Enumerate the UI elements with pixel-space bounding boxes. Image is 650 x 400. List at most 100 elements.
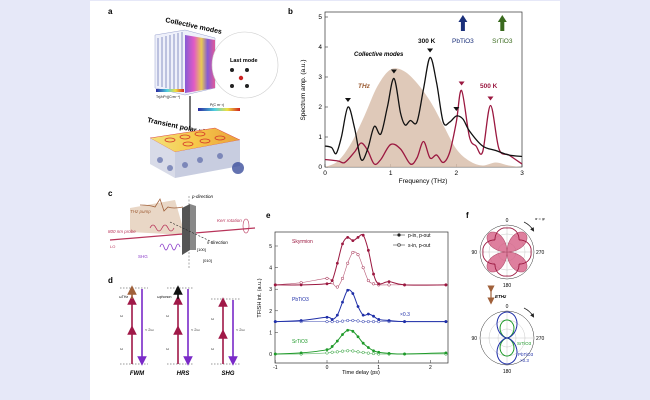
- skyrmion-fit-lobes: [486, 231, 528, 273]
- panel-e-chart: Time delay (ps) TFISH int. (a.u.) p-in, …: [257, 231, 449, 376]
- panel-label-b: b: [288, 7, 293, 16]
- y-tick-label: 2: [269, 309, 272, 315]
- skyrmion-p-in-point: [403, 283, 406, 287]
- panel-label-a: a: [108, 7, 113, 16]
- last-mode-inset: [211, 31, 279, 99]
- probe-pulse: [149, 224, 175, 232]
- srtio3-p-in-point: [403, 352, 406, 356]
- two-omega-label: ≈ 2ω: [145, 327, 154, 332]
- srtio3-p-in-point: [273, 352, 277, 356]
- srtio3-p-in-point: [444, 351, 448, 355]
- y-tick-label: 3: [318, 74, 322, 81]
- srtio3-p-in-point: [356, 335, 360, 339]
- pbtio3-s-in-point: [351, 318, 355, 323]
- skyrmion-data-curve: [482, 227, 532, 277]
- pbtio3-p-in-point: [325, 315, 329, 319]
- panel-label-f: f: [466, 211, 469, 220]
- skyrmion-polar-lobes: [482, 227, 532, 277]
- thz-beam-cone: [130, 200, 185, 235]
- series-500k-label: 500 K: [480, 83, 498, 90]
- last-mode-label: Last mode: [230, 58, 258, 64]
- b-xlabel: Frequency (THz): [399, 178, 448, 185]
- fwm-label: FWM: [130, 371, 145, 377]
- plot-e-frame: [274, 231, 449, 364]
- skyrmion-p-in-point: [341, 242, 344, 246]
- srtio3-p-in-point: [299, 351, 303, 355]
- pbtio3-p-in-point: [273, 320, 277, 323]
- dir-100-label: [100]: [197, 247, 206, 252]
- pbtio3-s-in-point: [340, 319, 345, 323]
- legend-s-in: s-in, p-out: [408, 243, 431, 249]
- pbtio3-s-in-point: [335, 320, 339, 324]
- thz-waveform: [139, 198, 184, 212]
- skyrmion-p-in-point: [366, 248, 370, 252]
- omega-label: ω: [120, 313, 123, 318]
- pbtio3-p-in-point: [335, 313, 339, 317]
- skyrmion-p-in-point: [299, 283, 303, 287]
- angle-180: 180: [503, 283, 512, 289]
- skyrmion-s-in-point: [335, 285, 339, 289]
- x-tick-label: 2: [429, 365, 432, 371]
- series-label-pbtio3: PbTiO3: [292, 297, 309, 303]
- skyrmion-p-in-point: [273, 283, 277, 287]
- kerr-rotation-label: Kerr rotation: [217, 218, 242, 223]
- skyrmion-s-in-point: [351, 250, 355, 255]
- pbtio3-p-in-point: [346, 288, 350, 292]
- y-tick-label: 5: [318, 14, 322, 21]
- y-tick-label: 1: [269, 330, 272, 336]
- series-300k-line: [324, 56, 523, 161]
- y-tick-label: 0: [318, 164, 322, 171]
- angle-90: 90: [471, 250, 477, 256]
- skyrmion-s-in-point: [346, 261, 350, 265]
- thz-spectrum-area: [325, 68, 522, 167]
- omega-thz-label: ωTHz: [119, 295, 128, 299]
- srtio3-s-in-point: [335, 350, 339, 354]
- pbtio3-arrow-icon: [458, 15, 468, 31]
- pbtio3-s-in-point: [325, 320, 329, 324]
- series-500k-line: [324, 89, 523, 166]
- srtio3-p-in-line: [275, 329, 446, 355]
- srtio3-polar-label: SrTiO3: [517, 341, 532, 346]
- peak-marker: [427, 48, 434, 53]
- sample-side: [190, 204, 196, 250]
- p-direction-label: p-direction: [191, 194, 214, 199]
- lattice-atoms: [230, 68, 249, 88]
- omega-label: ω: [211, 346, 214, 351]
- srtio3-s-in-point: [330, 350, 334, 354]
- panel-b-chart: Frequency (THz) Spectrum amp. (a.u.) Col…: [300, 11, 524, 185]
- s-direction-label: s-direction: [207, 240, 228, 245]
- colorbar-mid: [198, 108, 240, 111]
- pbtio3-p-in-point: [444, 320, 448, 323]
- srtio3-s-in-point: [371, 352, 376, 356]
- angle-180: 180: [503, 369, 512, 375]
- hrs-label: HRS: [177, 371, 190, 377]
- probe-label: 800 nm probe: [108, 229, 136, 234]
- thz-pump-label: THz pump: [130, 209, 151, 214]
- pbtio3-reference-label: PbTiO3: [452, 38, 474, 45]
- omega-label: ω: [211, 316, 214, 321]
- skyrmion-s-in-point: [340, 276, 345, 280]
- two-omega-label: ≈ 2ω: [191, 327, 200, 332]
- pbtio3-p-in-point: [377, 318, 381, 321]
- skyrmion-s-in-point: [366, 279, 370, 283]
- b-collective-modes-annotation: Collective modes: [354, 52, 404, 58]
- center-atom: [238, 75, 244, 81]
- srtio3-p-in-point: [330, 345, 334, 348]
- srtio3-p-in-point: [372, 349, 375, 353]
- angle-90: 90: [471, 336, 477, 342]
- colorbar-top-label: Tr(∂²P²)(C²m⁻⁴): [156, 95, 180, 99]
- skyrmion-p-in-point: [351, 239, 355, 243]
- rotation-arrow-icon: [523, 221, 535, 232]
- panel-f-polar: 0 90 180 270 σ = φ ETHz 0 90 180 270 SrT…: [471, 216, 545, 375]
- srtio3-p-in-point: [351, 329, 355, 333]
- orientation-sphere: [232, 162, 244, 174]
- srtio3-s-in-point: [346, 349, 350, 353]
- angle-note: σ = φ: [535, 216, 545, 221]
- skyrmion-p-in-point: [346, 235, 350, 239]
- omega-phonon-label: ωphonon: [157, 295, 171, 299]
- srtio3-p-in-point: [366, 346, 370, 349]
- lo-label: LO: [110, 244, 115, 249]
- series-thz-label: THz: [358, 83, 371, 90]
- x-tick-label: 0: [323, 170, 327, 177]
